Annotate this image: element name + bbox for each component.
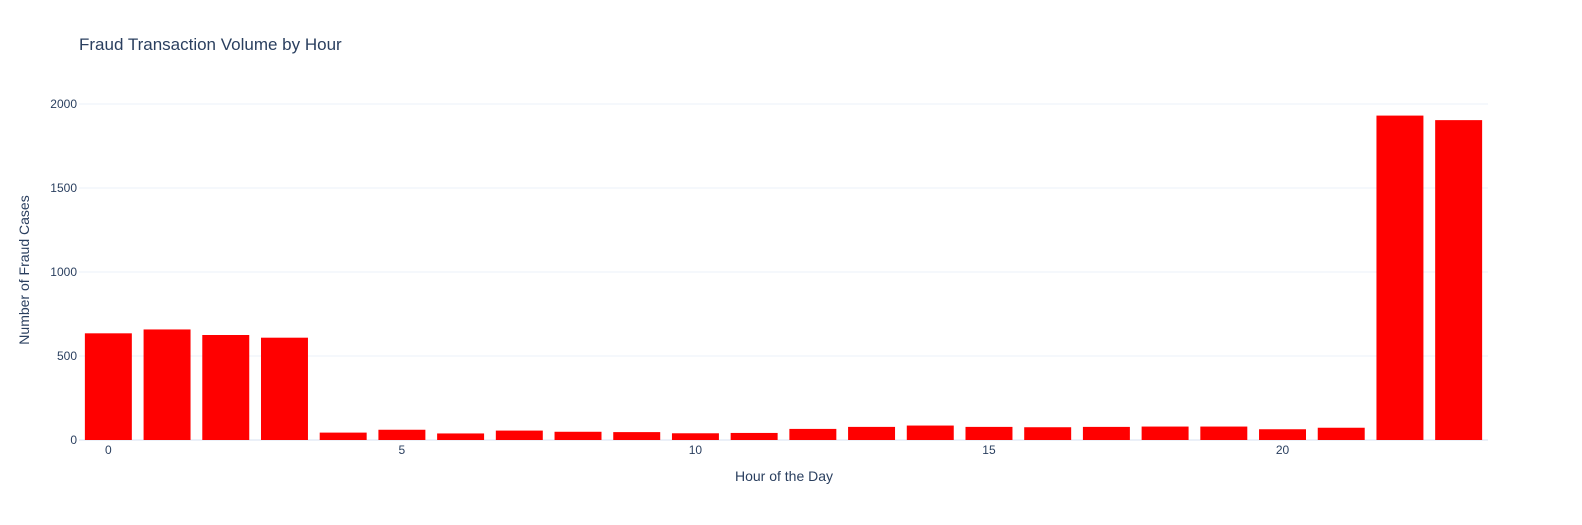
x-axis-title: Hour of the Day <box>735 468 833 484</box>
bar-hour-9[interactable] <box>613 432 661 440</box>
y-tick-label: 1500 <box>50 181 77 195</box>
bar-hour-10[interactable] <box>671 433 719 440</box>
y-axis-tick-labels: 0 500 1000 1500 2000 <box>50 97 77 447</box>
y-tick-label: 1000 <box>50 265 77 279</box>
y-axis-title: Number of Fraud Cases <box>16 195 32 344</box>
y-tick-label: 0 <box>70 433 77 447</box>
bar-hour-1[interactable] <box>143 329 191 440</box>
bars <box>84 115 1483 441</box>
bar-hour-7[interactable] <box>495 430 543 440</box>
bar-hour-18[interactable] <box>1141 426 1189 440</box>
x-axis-tick-labels: 0 5 10 15 20 <box>105 443 1290 457</box>
bar-hour-14[interactable] <box>906 425 954 440</box>
bar-hour-12[interactable] <box>789 428 837 440</box>
x-tick-label: 20 <box>1276 443 1290 457</box>
bar-hour-13[interactable] <box>848 426 896 440</box>
bar-hour-4[interactable] <box>319 432 367 440</box>
bar-hour-16[interactable] <box>1024 427 1072 440</box>
chart-title: Fraud Transaction Volume by Hour <box>79 35 342 54</box>
bar-hour-15[interactable] <box>965 426 1013 440</box>
bar-hour-5[interactable] <box>378 429 426 440</box>
grid-lines <box>79 103 1488 441</box>
x-tick-label: 0 <box>105 443 112 457</box>
bar-hour-11[interactable] <box>730 432 778 440</box>
bar-hour-23[interactable] <box>1435 120 1483 441</box>
bar-hour-21[interactable] <box>1317 427 1365 440</box>
bar-hour-19[interactable] <box>1200 426 1248 440</box>
x-tick-label: 5 <box>399 443 406 457</box>
y-tick-label: 2000 <box>50 97 77 111</box>
bar-hour-2[interactable] <box>202 335 250 440</box>
bar-hour-17[interactable] <box>1082 426 1130 440</box>
bar-hour-6[interactable] <box>437 433 485 440</box>
bar-hour-3[interactable] <box>260 337 308 440</box>
x-tick-label: 15 <box>982 443 996 457</box>
bar-hour-0[interactable] <box>84 333 132 440</box>
x-tick-label: 10 <box>689 443 703 457</box>
bar-hour-8[interactable] <box>554 431 602 440</box>
bar-hour-20[interactable] <box>1259 429 1307 440</box>
y-tick-label: 500 <box>57 349 77 363</box>
bar-hour-22[interactable] <box>1376 115 1424 440</box>
